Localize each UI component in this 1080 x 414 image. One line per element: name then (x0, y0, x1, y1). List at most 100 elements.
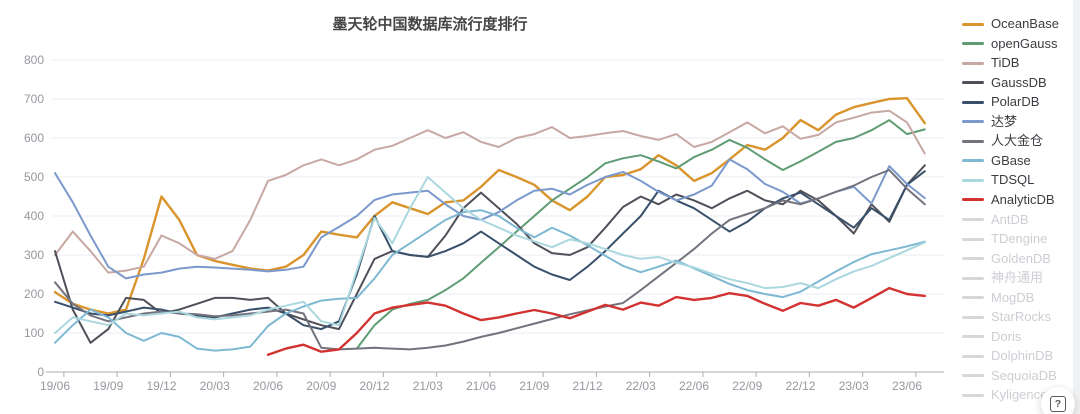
series-lines (53, 97, 926, 356)
series-line-tdsql (54, 176, 926, 334)
legend-label: TDSQL (991, 172, 1035, 188)
series-line-dameng (54, 158, 926, 280)
popularity-line-chart: 19/06 19/09 19/12 20/03 20/06 20/09 20/12 21/03… (24, 53, 944, 393)
legend-item-analyticdb[interactable]: AnalyticDB (962, 191, 1055, 209)
legend-item-oceanbase[interactable]: OceanBase (962, 15, 1059, 33)
x-axis-label: 19/12 (146, 379, 176, 393)
legend-label: GaussDB (991, 74, 1047, 90)
y-axis-label: 600 (24, 131, 44, 145)
y-axis-label: 700 (24, 92, 44, 106)
legend-item-tdsql[interactable]: TDSQL (962, 171, 1034, 189)
series-line-gaussdb (54, 164, 926, 344)
legend-item-kyligence[interactable]: Kyligence (962, 386, 1047, 404)
legend-label: GoldenDB (991, 250, 1051, 266)
x-axis-label: 19/06 (40, 379, 70, 393)
series-line-tidb (54, 109, 926, 274)
legend-label: TiDB (991, 55, 1020, 71)
legend-swatch-doris-icon (962, 335, 984, 339)
legend-label: AnalyticDB (991, 191, 1055, 207)
legend-label: DolphinDB (991, 348, 1054, 364)
legend: OceanBase openGauss TiDB GaussDB PolarDB 达梦人大… (962, 0, 1074, 414)
legend-swatch-shenzhou-tongyong-icon (962, 276, 984, 280)
x-axis-label: 22/09 (732, 379, 762, 393)
legend-item-gbase[interactable]: GBase (962, 152, 1031, 170)
x-axis-label: 22/03 (626, 379, 656, 393)
legend-item-tdengine[interactable]: TDengine (962, 230, 1047, 248)
y-axis-label: 200 (24, 287, 44, 301)
legend-swatch-tdengine-icon (962, 237, 984, 241)
legend-label: Doris (991, 328, 1022, 344)
x-axis-label: 19/09 (93, 379, 123, 393)
legend-label: StarRocks (991, 309, 1051, 325)
x-axis-label: 20/06 (253, 379, 283, 393)
scrollbar[interactable] (1073, 0, 1080, 414)
x-axis-label: 22/06 (679, 379, 709, 393)
question-mark-icon: ? (1050, 396, 1066, 412)
x-axis-label: 20/12 (359, 379, 389, 393)
x-axis-label: 21/06 (466, 379, 496, 393)
y-axis: 0 100 200 300 400 500 600 700 800 (24, 53, 44, 379)
legend-swatch-dolphindb-icon (962, 354, 984, 358)
y-axis-label: 300 (24, 248, 44, 262)
x-axis-label: 21/09 (519, 379, 549, 393)
legend-swatch-polardb-icon (962, 100, 984, 104)
x-axis: 19/06 19/09 19/12 20/03 20/06 20/09 20/12 21/03… (40, 371, 944, 393)
x-axis-label: 23/06 (892, 379, 922, 393)
legend-item-polardb[interactable]: PolarDB (962, 93, 1039, 111)
legend-swatch-antdb-icon (962, 218, 984, 221)
legend-item-doris[interactable]: Doris (962, 328, 1021, 346)
x-axis-label: 20/03 (200, 379, 230, 393)
legend-swatch-tdsql-icon (962, 178, 984, 182)
y-axis-label: 800 (24, 53, 44, 67)
legend-label: openGauss (991, 35, 1058, 51)
legend-label: Kyligence (991, 387, 1048, 403)
series-line-analyticdb (266, 286, 926, 356)
legend-item-opengauss[interactable]: openGauss (962, 35, 1058, 53)
legend-label: MogDB (991, 289, 1035, 305)
x-axis-label: 20/09 (306, 379, 336, 393)
legend-item-sequoiadb[interactable]: SequoiaDB (962, 367, 1057, 385)
legend-item-dameng[interactable]: 达梦 (962, 113, 1017, 131)
legend-swatch-goldendb-icon (962, 257, 984, 261)
y-axis-label: 400 (24, 209, 44, 223)
y-axis-label: 500 (24, 170, 44, 184)
legend-label: SequoiaDB (991, 367, 1057, 383)
legend-item-tidb[interactable]: TiDB (962, 54, 1019, 72)
legend-swatch-sequoiadb-icon (962, 374, 984, 378)
legend-item-renda-jincang[interactable]: 人大金仓 (962, 132, 1043, 150)
legend-swatch-opengauss-icon (962, 42, 984, 46)
y-axis-label: 0 (37, 365, 44, 379)
help-button[interactable]: ? (1041, 387, 1075, 414)
legend-label: AntDB (991, 211, 1029, 227)
legend-label: TDengine (991, 231, 1048, 247)
legend-label: GBase (991, 152, 1031, 168)
x-axis-label: 23/03 (839, 379, 869, 393)
legend-item-dolphindb[interactable]: DolphinDB (962, 347, 1053, 365)
legend-item-mogdb[interactable]: MogDB (962, 289, 1034, 307)
legend-item-goldendb[interactable]: GoldenDB (962, 250, 1051, 268)
legend-swatch-oceanbase-icon (962, 22, 984, 26)
legend-item-starrocks[interactable]: StarRocks (962, 308, 1051, 326)
legend-swatch-renda-jincang-icon (962, 139, 984, 143)
x-axis-label: 22/12 (785, 379, 815, 393)
series-line-oceanbase (53, 97, 926, 315)
legend-swatch-analyticdb-icon (962, 198, 984, 202)
legend-swatch-gbase-icon (962, 159, 984, 163)
series-line-renda-jincang (54, 169, 926, 351)
legend-swatch-mogdb-icon (962, 296, 984, 300)
legend-item-antdb[interactable]: AntDB (962, 211, 1029, 229)
legend-swatch-kyligence-icon (962, 393, 984, 397)
legend-item-shenzhou-tongyong[interactable]: 神舟通用 (962, 269, 1043, 287)
legend-swatch-dameng-icon (962, 120, 984, 124)
series-line-polardb (54, 170, 926, 331)
series-line-opengauss (355, 119, 926, 350)
legend-swatch-gaussdb-icon (962, 81, 984, 85)
chart-title: 墨天轮中国数据库流行度排行 (332, 16, 528, 33)
legend-label: 人大金仓 (991, 133, 1044, 149)
legend-label: OceanBase (991, 16, 1059, 31)
legend-swatch-tidb-icon (962, 61, 984, 65)
legend-label: PolarDB (991, 94, 1040, 110)
legend-item-gaussdb[interactable]: GaussDB (962, 74, 1047, 92)
legend-label: 达梦 (991, 113, 1018, 129)
